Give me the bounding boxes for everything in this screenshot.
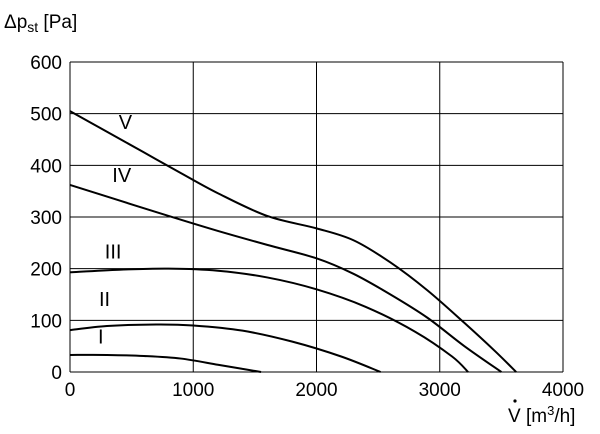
x-axis-title: V [m3/h] bbox=[508, 403, 575, 427]
curve-label-IV: IV bbox=[112, 165, 132, 187]
x-axis-title-dot bbox=[513, 399, 517, 403]
curves bbox=[69, 110, 517, 373]
x-tick-label: 2000 bbox=[295, 380, 337, 401]
x-axis-title-tail: /h] bbox=[554, 406, 575, 427]
x-tick-label: 1000 bbox=[172, 380, 214, 401]
x-tick-labels: 0 1000 2000 3000 4000 bbox=[65, 380, 584, 401]
y-axis-title-unit: [Pa] bbox=[38, 12, 77, 33]
y-tick-label: 400 bbox=[30, 156, 62, 177]
y-tick-label: 200 bbox=[30, 260, 62, 281]
y-tick-label: 0 bbox=[51, 363, 62, 384]
curve-III bbox=[69, 267, 469, 373]
x-axis-title-main: V bbox=[508, 406, 521, 427]
curve-V bbox=[69, 110, 517, 373]
y-tick-label: 100 bbox=[30, 311, 62, 332]
curve-II bbox=[69, 323, 381, 373]
y-axis-title: Δpst [Pa] bbox=[4, 12, 77, 35]
curve-label-I: I bbox=[98, 327, 104, 349]
grid bbox=[69, 61, 564, 373]
y-tick-label: 500 bbox=[30, 105, 62, 126]
x-axis-title-unit: [m bbox=[521, 406, 547, 427]
x-tick-label: 4000 bbox=[542, 380, 584, 401]
curve-label-II: II bbox=[99, 289, 110, 311]
x-tick-label: 3000 bbox=[419, 380, 461, 401]
y-tick-labels: 0 100 200 300 400 500 600 bbox=[30, 53, 62, 384]
y-axis-title-sub: st bbox=[27, 19, 38, 35]
x-axis-title-sup: 3 bbox=[547, 403, 554, 418]
y-tick-label: 300 bbox=[30, 208, 62, 229]
y-axis-title-main: Δp bbox=[4, 12, 27, 33]
y-tick-label: 600 bbox=[30, 53, 62, 74]
curve-I bbox=[69, 353, 262, 373]
curve-label-III: III bbox=[105, 241, 122, 263]
curve-IV bbox=[69, 184, 502, 373]
x-tick-label: 0 bbox=[65, 380, 76, 401]
curve-label-V: V bbox=[119, 112, 133, 134]
